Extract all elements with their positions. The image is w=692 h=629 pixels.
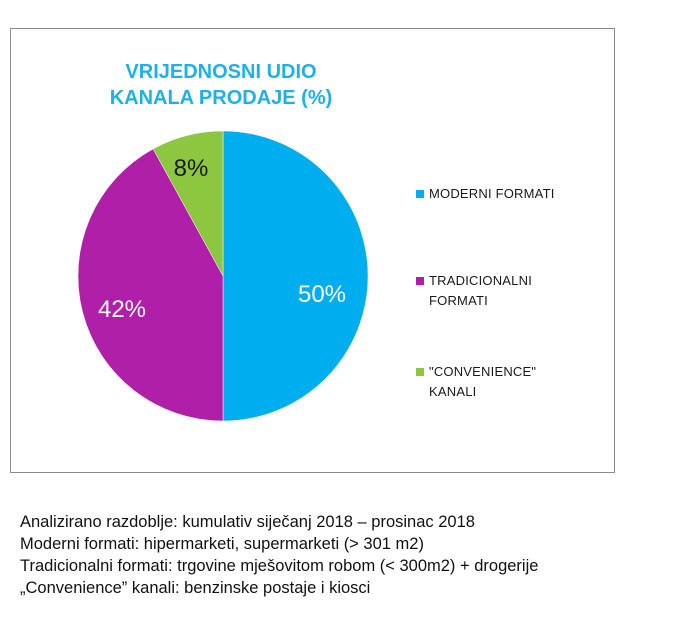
pie-label-1: 42%	[98, 296, 146, 323]
legend-label-moderni-formati: MODERNI FORMATI	[429, 186, 555, 201]
legend-item-tradicionalni-formati: TRADICIONALNI FORMATI	[416, 271, 599, 311]
chart-title-line-2: KANALA PRODAJE (%)	[109, 87, 333, 109]
legend-swatch-tradicionalni-formati	[416, 277, 424, 285]
legend-item-convenience-kanali: "CONVENIENCE" KANALI	[416, 362, 599, 402]
pie-label-2: 8%	[174, 155, 209, 182]
note-modern-formats: Moderni formati: hipermarketi, supermark…	[20, 535, 424, 553]
note-traditional-formats: Tradicionalni formati: trgovine mješovit…	[20, 557, 539, 575]
pie-slice-1	[77, 148, 224, 422]
legend-item-moderni-formati: MODERNI FORMATI	[416, 184, 599, 204]
chart-frame: VRIJEDNOSNI UDIO KANALA PRODAJE (%) 50% 4…	[10, 28, 615, 473]
legend-label-tradicionalni-formati: TRADICIONALNI FORMATI	[429, 273, 533, 308]
chart-title-line-1: VRIJEDNOSNI UDIO	[125, 61, 317, 83]
legend-swatch-moderni-formati	[416, 190, 424, 198]
pie-chart: 50% 42% 8%	[77, 130, 369, 422]
note-period: Analizirano razdoblje: kumulativ siječan…	[20, 513, 475, 531]
pie-label-0: 50%	[298, 281, 346, 308]
legend-label-convenience-kanali: "CONVENIENCE" KANALI	[429, 364, 537, 399]
legend-swatch-convenience-kanali	[416, 368, 424, 376]
chart-title: VRIJEDNOSNI UDIO KANALA PRODAJE (%)	[91, 59, 351, 111]
pie-slice-2	[152, 130, 224, 277]
notes: Analizirano razdoblje: kumulativ siječan…	[20, 511, 690, 599]
pie-slice-0	[222, 130, 369, 422]
note-convenience-channels: „Convenience” kanali: benzinske postaje …	[20, 579, 371, 597]
